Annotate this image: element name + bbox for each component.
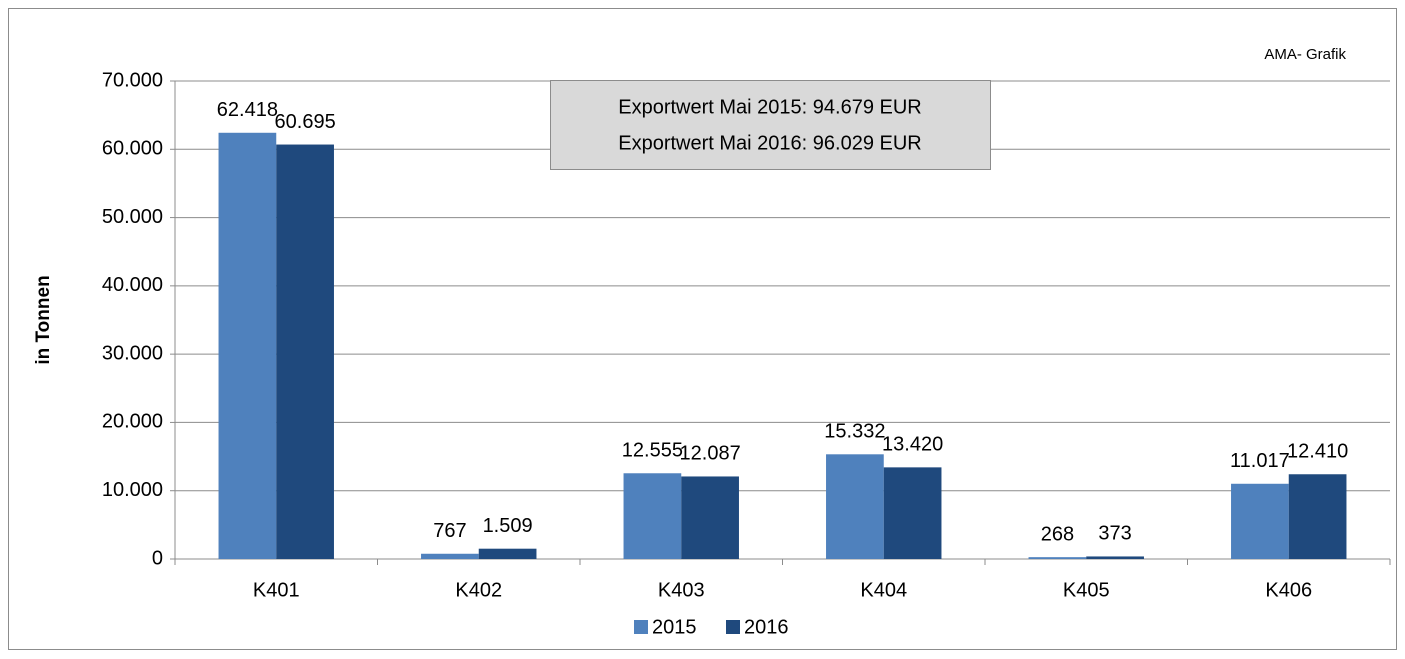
value-label: 15.332	[824, 421, 885, 443]
y-tick-label: 50.000	[102, 206, 163, 228]
value-label: 373	[1098, 523, 1131, 545]
y-tick-label: 20.000	[102, 411, 163, 433]
bar	[681, 476, 739, 559]
bar	[276, 144, 334, 559]
x-tick-label: K404	[860, 579, 907, 601]
value-label: 767	[433, 520, 466, 542]
y-axis-label: in Tonnen	[33, 275, 54, 364]
annotation: Exportwert Mai 2015: 94.679 EUR	[618, 96, 922, 118]
bar	[1086, 556, 1144, 559]
value-label: 12.555	[622, 440, 683, 462]
y-tick-label: 0	[152, 547, 163, 569]
y-tick-label: 70.000	[102, 69, 163, 91]
value-label: 268	[1041, 523, 1074, 545]
value-label: 13.420	[882, 434, 943, 456]
x-tick-label: K402	[455, 579, 502, 601]
bar	[218, 132, 277, 559]
value-label: 12.410	[1287, 441, 1348, 463]
annotation: Exportwert Mai 2016: 96.029 EUR	[618, 132, 922, 154]
y-tick-label: 30.000	[102, 342, 163, 364]
bar	[1288, 474, 1347, 559]
value-label: 1.509	[483, 515, 533, 537]
legend-swatch	[726, 620, 740, 634]
bar	[826, 454, 884, 559]
legend-label: 2016	[744, 616, 789, 638]
y-tick-label: 10.000	[102, 479, 163, 501]
x-tick-label: K406	[1265, 579, 1312, 601]
bar	[883, 467, 942, 559]
y-tick-label: 40.000	[102, 274, 163, 296]
source-label: AMA- Grafik	[1264, 46, 1346, 63]
bar	[1231, 483, 1289, 559]
y-tick-label: 60.000	[102, 138, 163, 160]
annotation-box	[550, 80, 991, 170]
legend-swatch	[634, 620, 648, 634]
bar	[478, 548, 537, 559]
x-tick-label: K401	[253, 579, 300, 601]
x-tick-label: K405	[1063, 579, 1110, 601]
value-label: 11.017	[1230, 450, 1290, 472]
value-label: 60.695	[275, 111, 336, 133]
bar	[1028, 557, 1087, 559]
legend-label: 2015	[652, 616, 697, 638]
bar	[421, 553, 479, 559]
x-tick-label: K403	[658, 579, 705, 601]
bar	[623, 473, 682, 559]
value-label: 12.087	[680, 443, 741, 465]
value-label: 62.418	[217, 99, 278, 121]
